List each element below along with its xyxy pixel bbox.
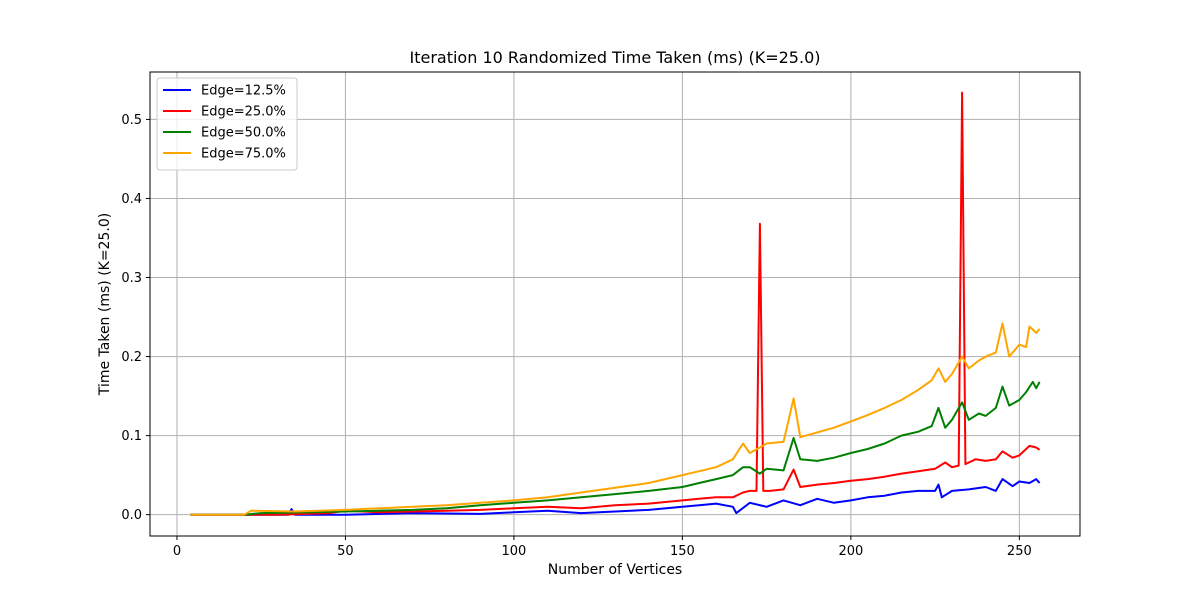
legend: Edge=12.5% Edge=25.0% Edge=50.0% Edge=75.0% xyxy=(156,77,298,171)
x-tick-label: 150 xyxy=(670,544,695,559)
y-axis-title: Time Taken (ms) (K=25.0) xyxy=(97,213,113,396)
legend-label: Edge=50.0% xyxy=(201,126,286,141)
legend-label: Edge=12.5% xyxy=(201,84,286,99)
series-line xyxy=(190,91,1041,516)
series-lines xyxy=(190,91,1041,516)
y-tick-label: 0.4 xyxy=(121,192,142,207)
y-tick-label: 0.1 xyxy=(121,429,142,444)
y-tick-label: 0.3 xyxy=(121,271,142,286)
legend-label: Edge=25.0% xyxy=(201,105,286,120)
y-axis-ticks: 0.0 0.1 0.2 0.3 0.4 0.5 xyxy=(121,113,150,523)
x-tick-label: 250 xyxy=(1007,544,1032,559)
x-tick-label: 100 xyxy=(501,544,526,559)
series-line xyxy=(190,478,1041,516)
x-axis-title: Number of Vertices xyxy=(548,562,682,578)
x-tick-label: 200 xyxy=(838,544,863,559)
y-tick-label: 0.0 xyxy=(121,508,142,523)
y-tick-label: 0.5 xyxy=(121,113,142,128)
x-tick-label: 50 xyxy=(337,544,354,559)
x-tick-label: 0 xyxy=(173,544,181,559)
y-tick-label: 0.2 xyxy=(121,350,142,365)
series-line xyxy=(190,322,1041,516)
series-line xyxy=(190,380,1041,516)
x-axis-ticks: 0 50 100 150 200 250 xyxy=(173,536,1032,559)
grid-lines xyxy=(150,72,1080,536)
chart-title: Iteration 10 Randomized Time Taken (ms) … xyxy=(409,48,820,67)
legend-box xyxy=(156,77,298,171)
legend-label: Edge=75.0% xyxy=(201,147,286,162)
plot-frame xyxy=(149,71,1081,537)
